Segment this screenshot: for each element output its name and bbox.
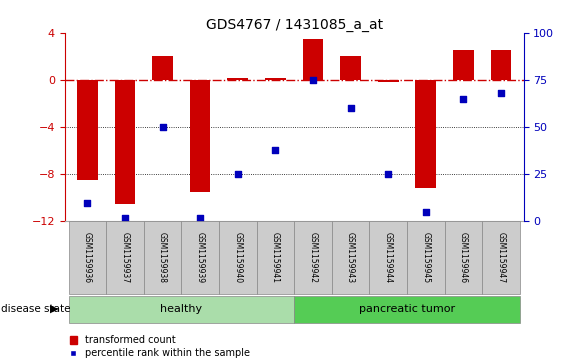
FancyBboxPatch shape <box>69 295 294 323</box>
Point <box>459 96 468 102</box>
Point <box>195 215 204 221</box>
FancyBboxPatch shape <box>445 221 482 294</box>
Text: GSM1159945: GSM1159945 <box>421 232 430 283</box>
FancyBboxPatch shape <box>144 221 181 294</box>
Bar <box>115 80 135 204</box>
Bar <box>491 50 511 80</box>
Bar <box>453 50 473 80</box>
FancyBboxPatch shape <box>369 221 407 294</box>
Bar <box>340 56 361 80</box>
FancyBboxPatch shape <box>219 221 257 294</box>
Text: GSM1159938: GSM1159938 <box>158 232 167 283</box>
Point <box>233 171 242 177</box>
FancyBboxPatch shape <box>69 221 106 294</box>
Text: disease state: disease state <box>1 304 70 314</box>
Title: GDS4767 / 1431085_a_at: GDS4767 / 1431085_a_at <box>205 18 383 32</box>
FancyBboxPatch shape <box>332 221 369 294</box>
Bar <box>190 80 211 192</box>
FancyBboxPatch shape <box>482 221 520 294</box>
Point <box>421 209 430 215</box>
FancyBboxPatch shape <box>181 221 219 294</box>
Bar <box>265 77 285 80</box>
Text: GSM1159943: GSM1159943 <box>346 232 355 283</box>
Text: GSM1159937: GSM1159937 <box>120 232 129 283</box>
FancyBboxPatch shape <box>106 221 144 294</box>
Text: GSM1159941: GSM1159941 <box>271 232 280 283</box>
Text: GSM1159946: GSM1159946 <box>459 232 468 283</box>
Text: GSM1159947: GSM1159947 <box>497 232 506 283</box>
Bar <box>77 80 97 180</box>
FancyBboxPatch shape <box>294 295 520 323</box>
Point <box>158 124 167 130</box>
Point <box>497 90 506 96</box>
Point <box>120 215 129 221</box>
Text: GSM1159940: GSM1159940 <box>233 232 242 283</box>
Point <box>384 171 393 177</box>
FancyBboxPatch shape <box>257 221 294 294</box>
Bar <box>378 80 399 82</box>
Point <box>83 200 92 205</box>
Text: ▶: ▶ <box>50 304 59 314</box>
Text: GSM1159939: GSM1159939 <box>195 232 204 283</box>
Point <box>346 105 355 111</box>
Point <box>309 77 318 83</box>
Bar <box>152 56 173 80</box>
Legend: transformed count, percentile rank within the sample: transformed count, percentile rank withi… <box>70 335 250 358</box>
Text: GSM1159944: GSM1159944 <box>384 232 393 283</box>
FancyBboxPatch shape <box>407 221 445 294</box>
Text: pancreatic tumor: pancreatic tumor <box>359 304 455 314</box>
Text: healthy: healthy <box>160 304 203 314</box>
Text: GSM1159936: GSM1159936 <box>83 232 92 283</box>
FancyBboxPatch shape <box>294 221 332 294</box>
Bar <box>227 77 248 80</box>
Point <box>271 147 280 152</box>
Bar <box>303 38 323 80</box>
Text: GSM1159942: GSM1159942 <box>309 232 318 283</box>
Bar <box>415 80 436 188</box>
